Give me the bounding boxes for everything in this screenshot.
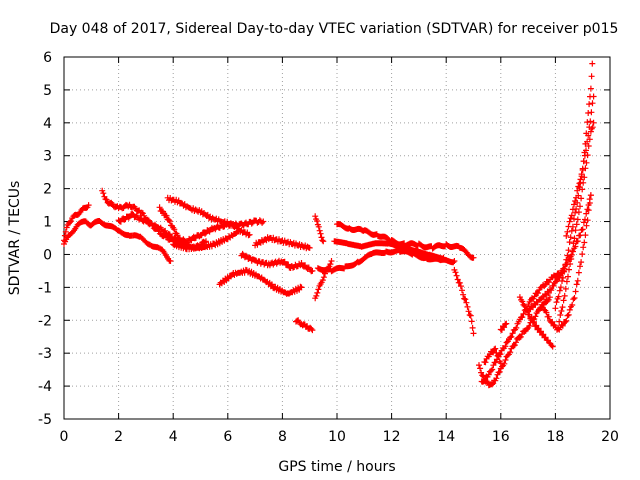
y-tick-label: 2 (43, 182, 52, 198)
series-track-n (314, 247, 458, 275)
y-tick-label: 5 (43, 83, 52, 99)
series-track-f (164, 194, 253, 239)
x-tick-label: 8 (278, 429, 287, 445)
chart-title: Day 048 of 2017, Sidereal Day-to-day VTE… (50, 21, 619, 37)
y-tick-label: -5 (38, 412, 52, 428)
x-tick-label: 20 (601, 429, 619, 445)
point-markers (164, 194, 253, 239)
series-track-p (334, 221, 477, 261)
y-tick-label: 6 (43, 50, 52, 66)
series-track-d (115, 210, 267, 246)
series-track-w (525, 192, 594, 314)
y-tick-label: -3 (38, 346, 52, 362)
grid (64, 57, 610, 419)
point-markers (293, 317, 316, 334)
y-tick-label: -1 (38, 280, 52, 296)
y-tick-label: 3 (43, 149, 52, 165)
series-track-t (481, 345, 504, 367)
x-tick-label: 12 (383, 429, 401, 445)
point-markers (334, 221, 477, 261)
series-track-l (312, 213, 327, 245)
point-markers (563, 60, 596, 239)
y-tick-label: -2 (38, 313, 52, 329)
point-markers (115, 210, 267, 246)
x-tick-label: 2 (114, 429, 123, 445)
point-markers (312, 213, 327, 245)
series-track-q (451, 266, 477, 337)
point-markers (555, 119, 597, 332)
x-tick-label: 16 (492, 429, 510, 445)
series-track-e (156, 204, 182, 241)
point-markers (238, 250, 316, 275)
series-track-z (555, 119, 597, 332)
point-markers (61, 218, 174, 264)
series-track-h (216, 266, 305, 297)
point-markers (99, 187, 209, 252)
point-markers (252, 234, 313, 252)
x-tick-label: 6 (223, 429, 232, 445)
series-track-aa (563, 60, 596, 239)
series-track-u (497, 320, 510, 333)
x-tick-label: 18 (546, 429, 564, 445)
data-points (61, 60, 597, 389)
series-track-j (238, 250, 316, 275)
point-markers (156, 204, 182, 241)
series-track-k (293, 317, 316, 334)
x-tick-label: 10 (328, 429, 346, 445)
point-markers (481, 345, 504, 367)
series-track-m (312, 258, 335, 302)
y-tick-label: 0 (43, 247, 52, 263)
point-markers (497, 320, 510, 333)
point-markers (312, 258, 335, 302)
x-tick-label: 4 (169, 429, 178, 445)
x-tick-label: 0 (60, 429, 69, 445)
series-track-i (252, 234, 313, 252)
point-markers (216, 266, 305, 297)
point-markers (451, 266, 477, 337)
x-tick-label: 14 (437, 429, 455, 445)
series-track-c (99, 187, 209, 252)
y-tick-label: 4 (43, 116, 52, 132)
point-markers (170, 228, 242, 253)
point-markers (314, 247, 458, 275)
y-tick-label: 1 (43, 215, 52, 231)
point-markers (61, 202, 92, 244)
y-tick-label: -4 (38, 379, 52, 395)
y-axis-label: SDTVAR / TECUs (7, 181, 23, 296)
point-markers (525, 192, 594, 314)
x-axis-label: GPS time / hours (278, 459, 395, 475)
series-track-g (170, 228, 242, 253)
series-track-a (61, 218, 174, 264)
series-track-b (61, 202, 92, 244)
